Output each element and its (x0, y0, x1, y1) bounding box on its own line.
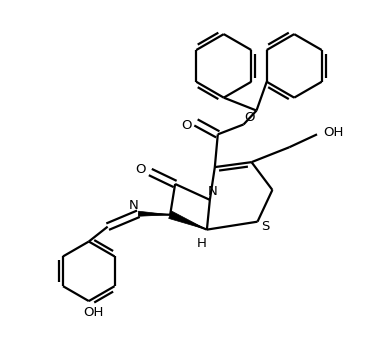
Text: S: S (261, 220, 270, 233)
Text: O: O (244, 111, 255, 124)
Text: N: N (208, 185, 218, 198)
Text: N: N (129, 199, 138, 212)
Text: OH: OH (324, 126, 344, 139)
Text: O: O (135, 163, 146, 176)
Text: H: H (197, 237, 207, 250)
Text: O: O (181, 119, 191, 132)
Text: OH: OH (84, 307, 104, 320)
Polygon shape (138, 211, 170, 216)
Polygon shape (169, 211, 207, 230)
